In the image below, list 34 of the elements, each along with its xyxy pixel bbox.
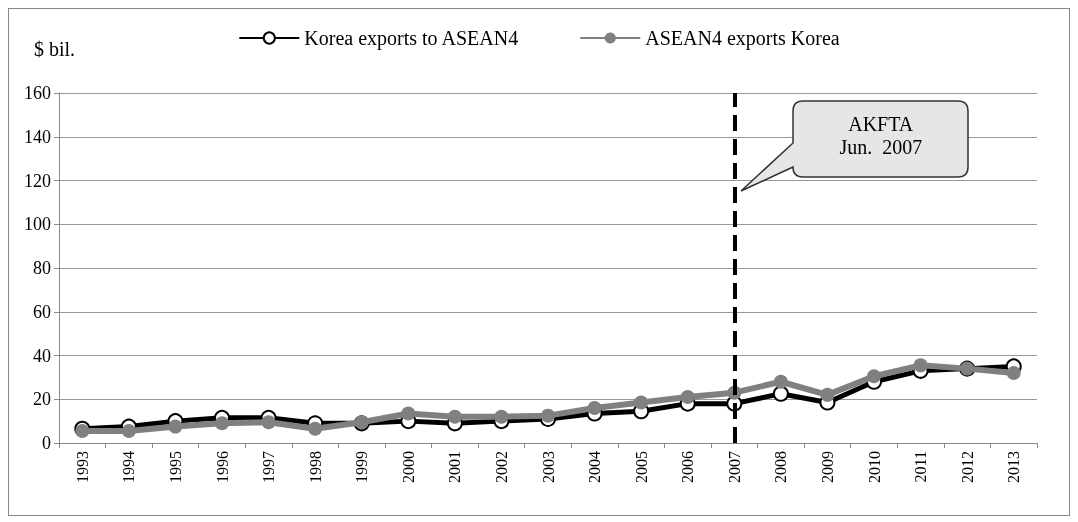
y-tick-label: 120	[24, 170, 51, 191]
annotation: AKFTA Jun. 2007	[838, 113, 924, 159]
y-tick-label: 40	[33, 345, 51, 366]
x-tick-label: 2012	[958, 451, 976, 483]
x-tick-label: 2006	[679, 451, 697, 483]
x-tick-label: 2009	[818, 451, 836, 483]
x-tick-label: 1995	[166, 451, 184, 483]
y-tick-label: 60	[33, 301, 51, 322]
legend-label: Korea exports to ASEAN4	[304, 27, 519, 50]
x-tick-label: 2001	[446, 451, 464, 483]
x-tick-label: 1999	[353, 451, 371, 483]
y-tick-label: 80	[33, 258, 51, 278]
x-tick-label: 2002	[492, 451, 510, 483]
x-tick-label: 1993	[73, 451, 91, 483]
x-tick-label: 2011	[912, 451, 930, 483]
y-tick-label: 100	[24, 214, 51, 235]
x-tick-label: 1996	[213, 451, 231, 483]
y-tick-label: 0	[42, 433, 51, 453]
x-tick-label: 2004	[586, 451, 604, 483]
x-tick-label: 2008	[772, 451, 790, 483]
x-tick-label: 2003	[539, 451, 557, 483]
x-tick-label: 2013	[1005, 451, 1023, 483]
y-axis-title: $ bil.	[34, 38, 76, 61]
y-tick-label: 160	[24, 83, 51, 103]
x-tick-label: 2010	[865, 451, 883, 483]
y-tick-label: 140	[24, 126, 51, 147]
y-tick-label: 20	[33, 389, 51, 410]
x-tick-label: 1997	[260, 451, 278, 483]
x-tick-label: 2007	[725, 451, 743, 483]
x-tick-label: 2005	[632, 451, 650, 483]
x-tick-label: 1998	[306, 451, 324, 483]
x-tick-label: 1994	[120, 451, 138, 483]
legend-label: ASEAN4 exports Korea	[645, 27, 840, 50]
x-tick-label: 2000	[399, 451, 417, 483]
